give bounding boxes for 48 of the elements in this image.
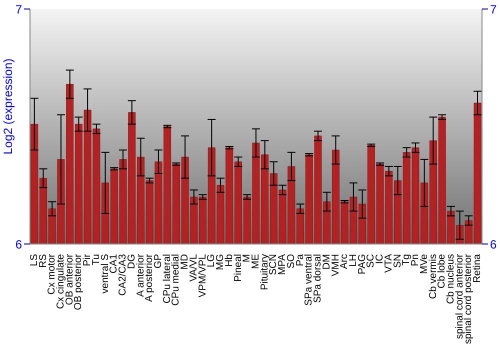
x-tick-label: Pn [410, 254, 422, 266]
x-tick-label: LS [28, 254, 40, 266]
x-tick-label: Tg [401, 254, 412, 266]
x-tick-label: Pir [82, 253, 94, 266]
x-tick-label: Arc [339, 254, 350, 269]
y2-tick-label: 6 [490, 237, 497, 252]
x-tick-label: LH [348, 254, 359, 267]
x-tick-label: PAG [356, 254, 368, 274]
x-tick-label: SPa dorsal [312, 254, 324, 303]
x-tick-label: Cx cingulate [56, 254, 67, 310]
x-tick-label: VMH [330, 254, 342, 276]
x-tick-label: GP [153, 254, 164, 268]
x-tick-label: VTA [383, 254, 394, 273]
x-tick-label: M [242, 254, 253, 262]
x-tick-label: SN [392, 254, 404, 268]
x-tick-label: IC [374, 254, 386, 264]
x-tick-label: SC [366, 254, 377, 268]
x-tick-label: OB anterior [64, 253, 76, 306]
x-tick-label: SO [286, 254, 297, 268]
y2-tick-label: 7 [490, 2, 497, 16]
x-tick-label: SCN [268, 254, 280, 276]
x-tick-label: CA1 [108, 254, 120, 274]
y-axis-title: Log2 (expression) [1, 58, 15, 155]
x-tick-label: Cb lobe [436, 254, 448, 288]
x-tick-label: DG [126, 254, 138, 269]
x-tick-label: Hb [224, 254, 235, 267]
x-tick-label: Cb nucleus [445, 254, 456, 304]
x-tick-label: spinal cord anterior [454, 253, 466, 340]
x-tick-label: OB posterior [73, 253, 84, 310]
x-tick-label: A posterior [144, 253, 156, 302]
x-tick-label: ME [250, 254, 262, 269]
x-tick-label: Retina [472, 254, 484, 283]
x-tick-label: ventral S [100, 254, 111, 294]
x-tick-label: A anterior [135, 253, 146, 297]
x-tick-label: Pituitary [259, 254, 270, 290]
x-tick-label: VPM/VPL [197, 254, 208, 298]
x-tick-label: Pa [294, 254, 306, 266]
x-tick-label: MVe [418, 254, 430, 274]
x-tick-label: MPA [277, 254, 288, 275]
x-tick-label: CPu medial [170, 254, 182, 306]
x-tick-label: Pineal [232, 254, 244, 282]
x-tick-label: VA/VL [188, 254, 200, 282]
x-tick-label: spinal cord posterior [463, 253, 474, 344]
x-tick-label: RS [38, 254, 49, 268]
x-tick-label: Tu [90, 254, 102, 266]
x-tick-label: CA2/CA3 [118, 254, 129, 296]
x-tick-label: LG [206, 254, 218, 268]
x-tick-label: DM [321, 254, 332, 270]
